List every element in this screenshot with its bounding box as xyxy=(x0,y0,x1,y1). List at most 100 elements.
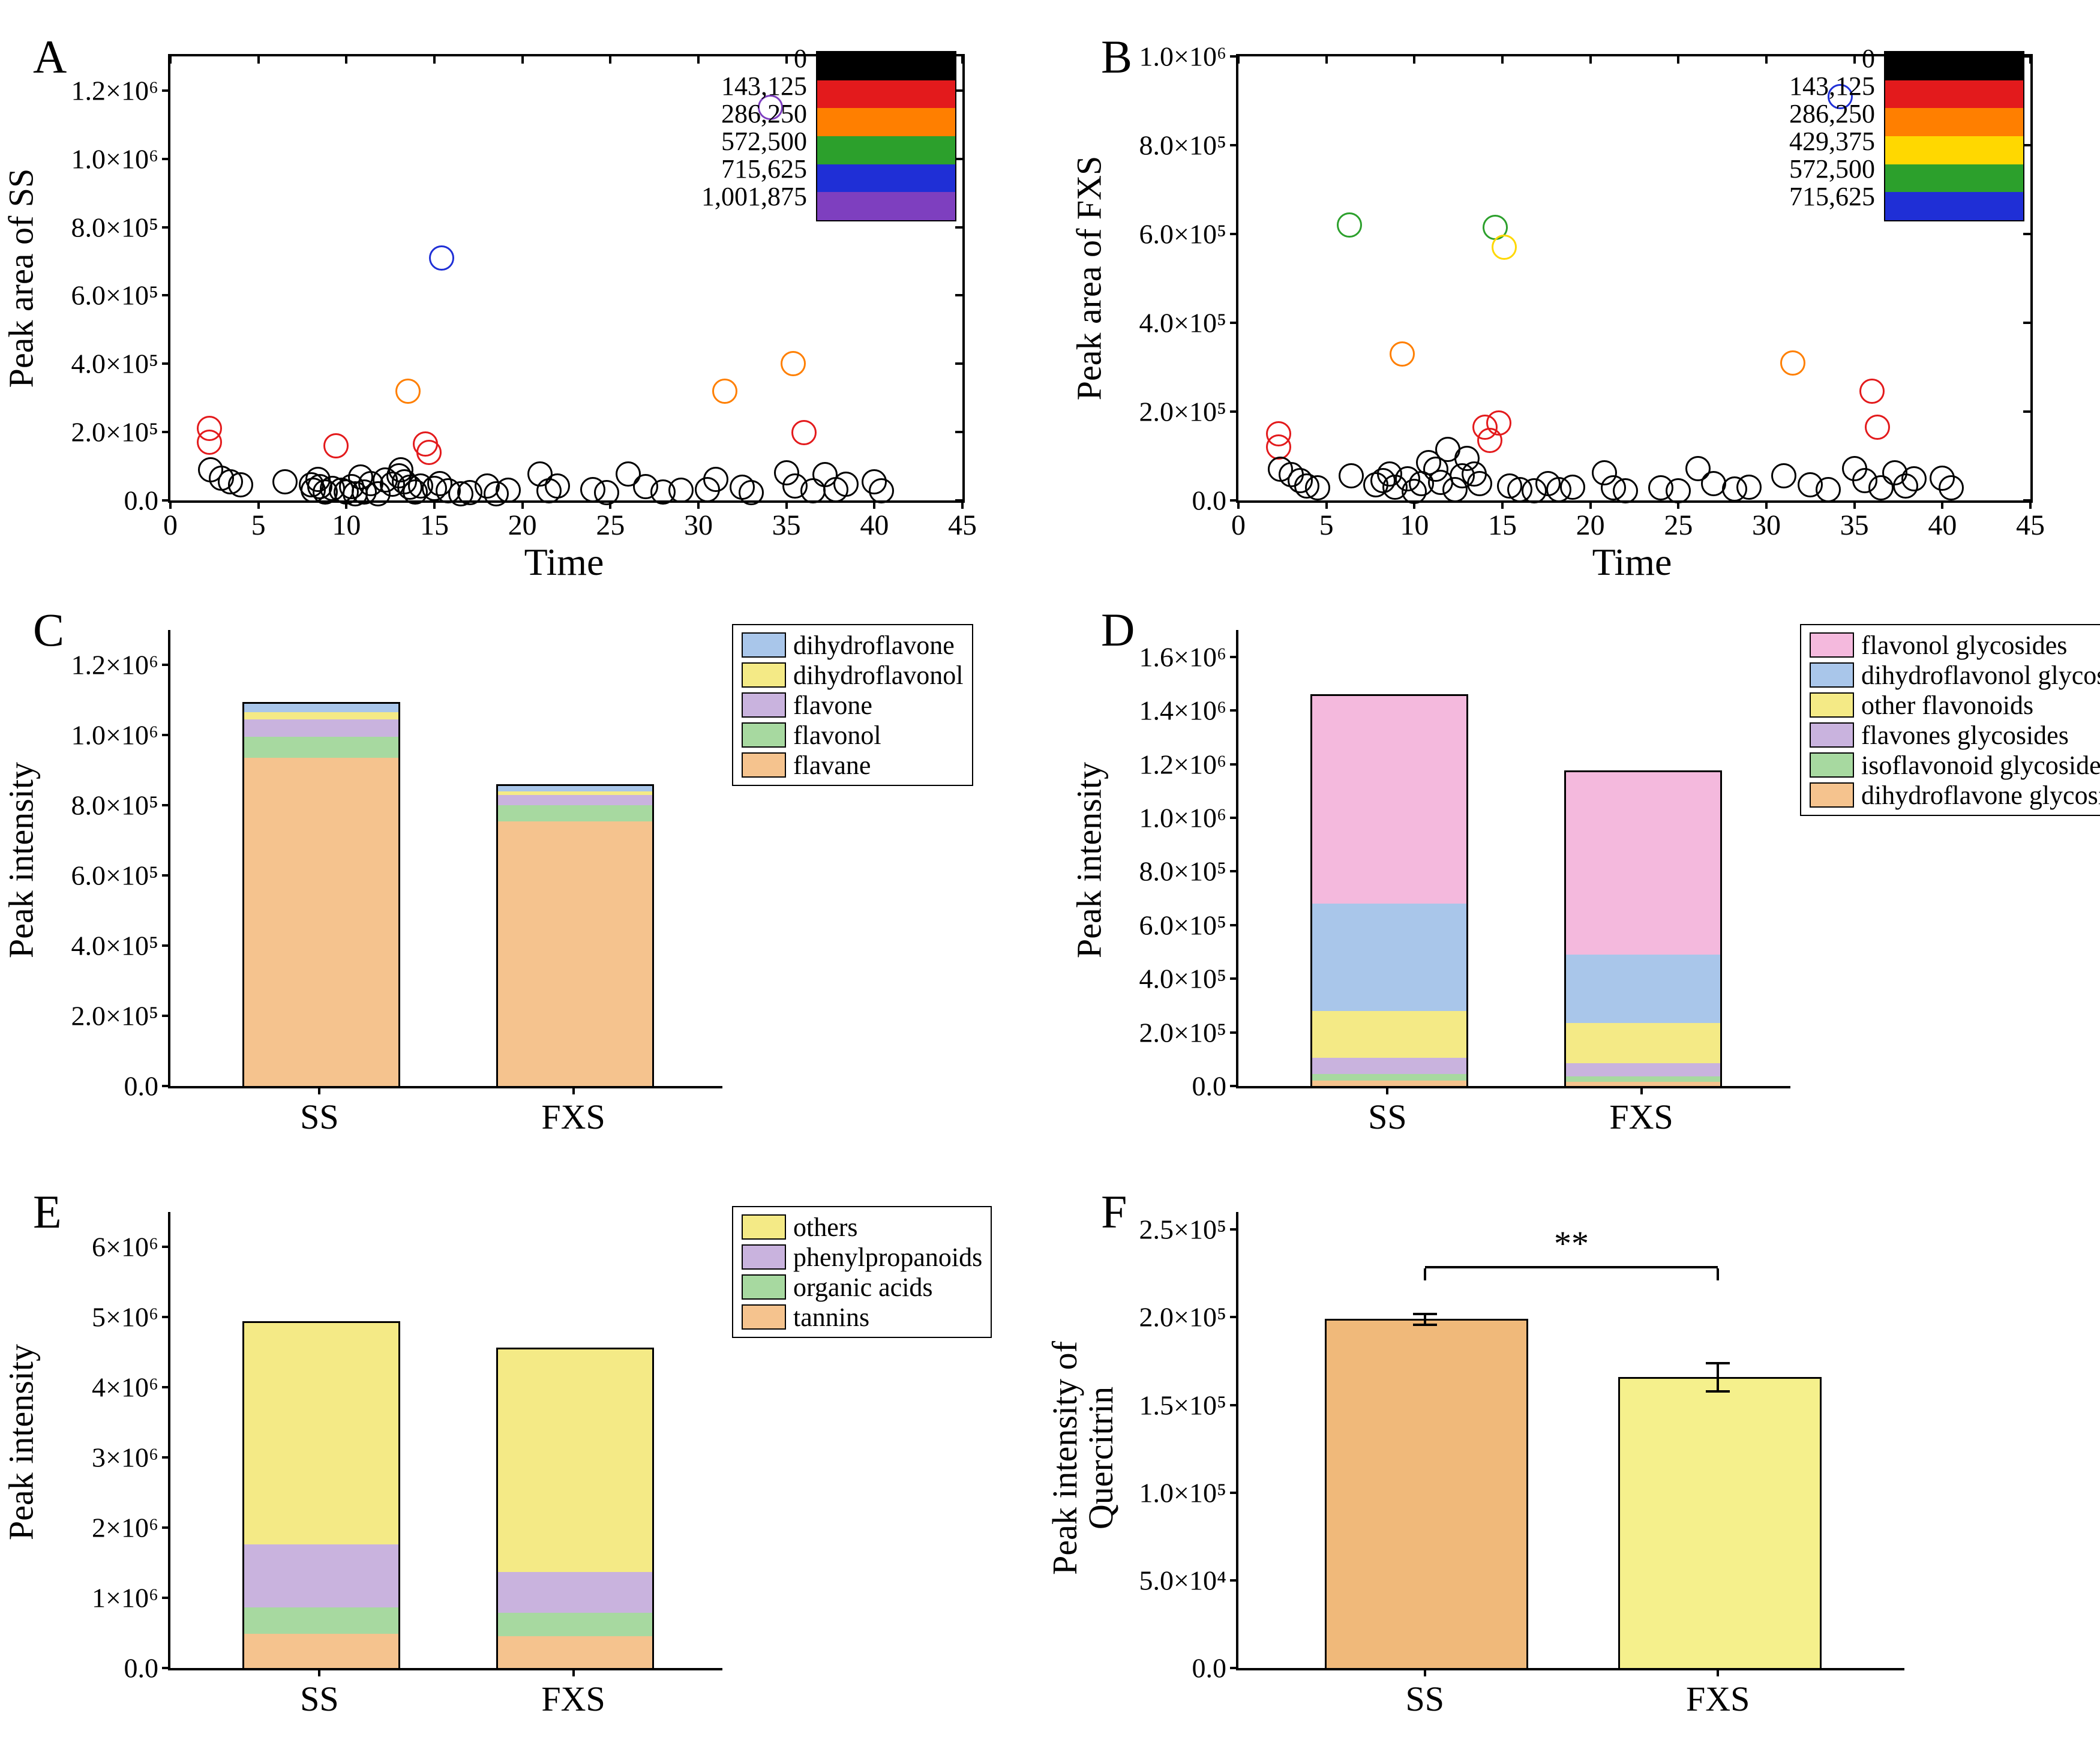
category-label: FXS xyxy=(541,1668,605,1719)
color-scale-band xyxy=(1885,136,2023,164)
legend-swatch xyxy=(1810,752,1854,778)
panelF-plot-area: 0.05.0×10⁴1.0×10⁵1.5×10⁵2.0×10⁵2.5×10⁵SS… xyxy=(1236,1212,1904,1670)
xtick-label: 15 xyxy=(420,500,449,542)
ytick-label: 0.0 xyxy=(1192,1652,1239,1684)
tick-x-top xyxy=(1325,56,1328,64)
category-label: FXS xyxy=(1686,1668,1750,1719)
scatter-point xyxy=(416,440,442,465)
scatter-point xyxy=(1865,415,1890,440)
scatter-point xyxy=(1339,463,1364,488)
error-cap xyxy=(1706,1362,1730,1364)
bar-segment xyxy=(244,1606,399,1633)
ytick-label: 2×10⁶ xyxy=(92,1512,170,1544)
legend-label: organic acids xyxy=(793,1272,933,1303)
ytick-label: 5.0×10⁴ xyxy=(1139,1564,1238,1596)
legend-label: tannins xyxy=(793,1302,869,1333)
scatter-point xyxy=(791,420,817,445)
sig-line xyxy=(1425,1266,1718,1268)
scatter-point xyxy=(1613,478,1638,503)
ytick-label: 6.0×10⁵ xyxy=(1139,218,1238,250)
panelB-color-scale xyxy=(1884,51,2024,221)
color-scale-label: 143,125 xyxy=(678,73,807,100)
scatter-point xyxy=(1736,475,1762,500)
scatter-point xyxy=(1859,379,1885,404)
legend-swatch xyxy=(742,1214,786,1240)
bar-segment xyxy=(498,1348,653,1572)
panelC-ylabel: Peak intensity xyxy=(1,704,41,1016)
ytick-label: 0.0 xyxy=(1192,1070,1239,1102)
color-scale-label: 143,125 xyxy=(1746,73,1875,100)
tick-y-right xyxy=(2023,410,2030,413)
ytick-label: 1.4×10⁶ xyxy=(1139,695,1238,727)
bar-segment xyxy=(244,756,399,1086)
ytick-label: 1.0×10⁶ xyxy=(1139,802,1238,833)
xtick-label: 10 xyxy=(1400,500,1429,542)
tick-x-top xyxy=(961,56,964,64)
bar-segment xyxy=(1312,1009,1467,1058)
category-label: FXS xyxy=(1609,1086,1673,1137)
scatter-point xyxy=(594,480,619,505)
bar-segment xyxy=(1566,770,1721,955)
scatter-point xyxy=(323,433,349,458)
error-bar xyxy=(1424,1315,1426,1321)
color-scale-label: 715,625 xyxy=(678,155,807,183)
xtick-label: 45 xyxy=(948,500,977,542)
legend-row: flavone xyxy=(742,690,964,720)
error-cap xyxy=(1706,1390,1730,1393)
stacked-bar xyxy=(242,702,401,1086)
panelB-color-scale-labels: 0143,125286,250429,375572,500715,625 xyxy=(1746,45,1875,211)
legend-swatch xyxy=(1810,662,1854,688)
xtick-label: 35 xyxy=(1840,500,1869,542)
legend-row: isoflavonoid glycosides xyxy=(1810,750,2100,780)
xtick-label: 40 xyxy=(860,500,889,542)
xtick-label: 30 xyxy=(684,500,713,542)
legend-label: dihydroflavone xyxy=(793,630,955,661)
panelD-legend: flavonol glycosidesdihydroflavonol glyco… xyxy=(1800,624,2100,816)
scatter-point xyxy=(545,473,570,499)
ytick-label: 8.0×10⁵ xyxy=(1139,130,1238,161)
sig-tick xyxy=(1424,1268,1426,1280)
ytick-label: 1.6×10⁶ xyxy=(1139,641,1238,673)
ytick-label: 5×10⁶ xyxy=(92,1301,170,1333)
ytick-label: 2.5×10⁵ xyxy=(1139,1214,1238,1246)
color-scale-label: 0 xyxy=(678,45,807,73)
scatter-point xyxy=(272,469,298,494)
bar-segment xyxy=(498,1611,653,1637)
tick-x-top xyxy=(1237,56,1240,64)
panelB-label: B xyxy=(1101,30,1132,84)
bar-segment xyxy=(244,1321,399,1544)
legend-label: other flavonoids xyxy=(1861,690,2033,721)
error-cap xyxy=(1413,1313,1437,1315)
tick-y-right xyxy=(955,499,962,502)
ytick-label: 3×10⁶ xyxy=(92,1442,170,1474)
panelA-color-scale xyxy=(816,51,956,221)
xtick-label: 35 xyxy=(772,500,801,542)
bar-segment xyxy=(244,1632,399,1668)
panelC-label: C xyxy=(33,603,64,657)
scatter-point xyxy=(1939,475,1964,500)
tick-x-top xyxy=(609,56,611,64)
tick-x-top xyxy=(169,56,172,64)
legend-swatch xyxy=(742,1244,786,1270)
legend-row: flavonol xyxy=(742,720,964,750)
legend-row: phenylpropanoids xyxy=(742,1242,982,1272)
legend-row: dihydroflavone xyxy=(742,630,964,660)
bar-segment xyxy=(498,803,653,821)
bar xyxy=(1618,1377,1822,1668)
xtick-label: 10 xyxy=(332,500,361,542)
legend-label: flavane xyxy=(793,750,871,781)
legend-swatch xyxy=(1810,632,1854,658)
legend-swatch xyxy=(742,692,786,718)
tick-y-right xyxy=(2023,499,2030,502)
ytick-label: 4.0×10⁵ xyxy=(71,930,170,962)
scatter-point xyxy=(197,430,222,455)
ytick-label: 1.2×10⁶ xyxy=(71,649,170,681)
tick-x-top xyxy=(1589,56,1592,64)
ytick-label: 2.0×10⁵ xyxy=(1139,1301,1238,1333)
legend-label: flavone xyxy=(793,690,872,721)
scatter-point xyxy=(712,379,737,404)
scatter-point xyxy=(1780,350,1805,376)
ytick-label: 4.0×10⁵ xyxy=(71,348,170,380)
xtick-label: 45 xyxy=(2016,500,2045,542)
color-scale-label: 1,001,875 xyxy=(678,183,807,211)
